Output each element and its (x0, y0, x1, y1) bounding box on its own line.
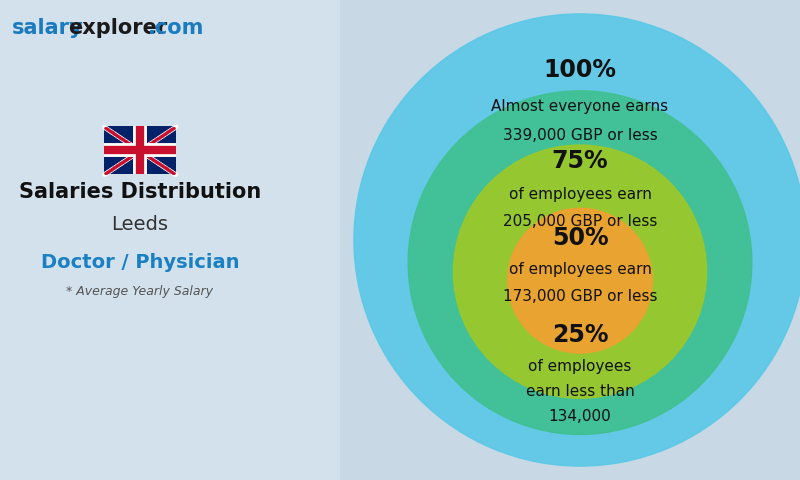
Text: Doctor / Physician: Doctor / Physician (41, 252, 239, 272)
Text: 100%: 100% (543, 59, 617, 83)
Text: 25%: 25% (552, 323, 608, 347)
Circle shape (354, 14, 800, 466)
Text: Salaries Distribution: Salaries Distribution (19, 182, 261, 202)
FancyBboxPatch shape (0, 0, 340, 480)
Text: 75%: 75% (552, 149, 608, 173)
Text: of employees: of employees (528, 359, 632, 374)
Circle shape (454, 145, 706, 398)
Circle shape (508, 208, 652, 353)
Text: 339,000 GBP or less: 339,000 GBP or less (502, 129, 658, 144)
Circle shape (408, 91, 752, 434)
Text: .com: .com (148, 18, 204, 38)
Text: * Average Yearly Salary: * Average Yearly Salary (66, 286, 214, 299)
Text: of employees earn: of employees earn (509, 262, 651, 277)
Text: Leeds: Leeds (111, 216, 169, 235)
Text: earn less than: earn less than (526, 384, 634, 399)
Text: 50%: 50% (552, 226, 608, 250)
Text: 205,000 GBP or less: 205,000 GBP or less (503, 215, 657, 229)
Text: of employees earn: of employees earn (509, 187, 651, 202)
Text: 134,000: 134,000 (549, 409, 611, 424)
Text: explorer: explorer (68, 18, 167, 38)
Text: 173,000 GBP or less: 173,000 GBP or less (502, 289, 658, 304)
Text: salary: salary (12, 18, 84, 38)
Text: Almost everyone earns: Almost everyone earns (491, 99, 669, 114)
FancyBboxPatch shape (104, 126, 176, 174)
